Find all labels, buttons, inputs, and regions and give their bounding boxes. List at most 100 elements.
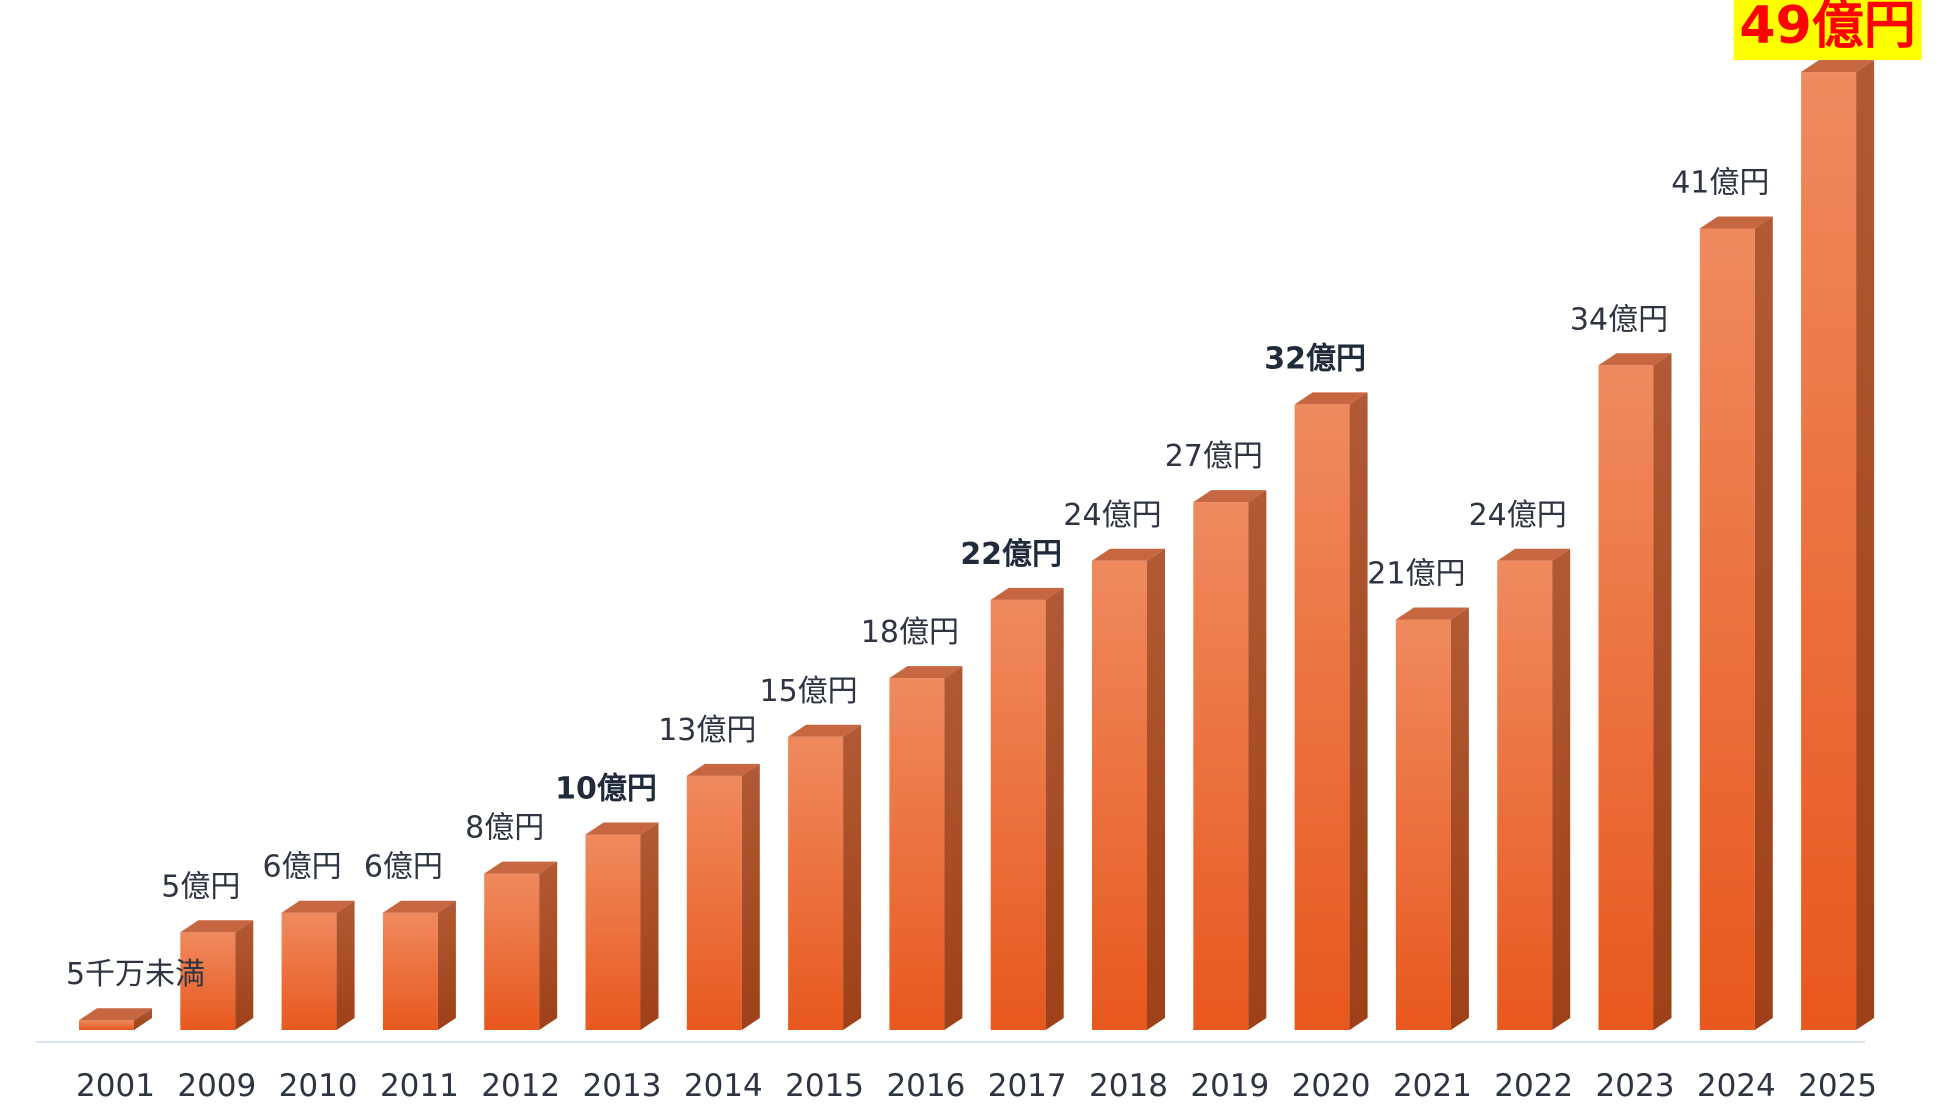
bar-front-2014: [686, 775, 742, 1030]
bar-front-2013: [585, 834, 641, 1030]
bar-top-2014: [686, 763, 760, 776]
bar-front-2015: [788, 736, 844, 1030]
bar-side-2001: [134, 1008, 152, 1030]
bar-front-2019: [1193, 502, 1249, 1030]
bar-2016: [889, 666, 963, 1030]
bar-top-2017: [990, 587, 1064, 600]
bar-2015: [788, 724, 862, 1030]
bar-side-2014: [741, 763, 760, 1030]
x-tick-label-2009: 2009: [177, 1068, 256, 1104]
bar-side-2024: [1754, 216, 1773, 1030]
data-label-2017: 22億円: [960, 537, 1062, 572]
data-label-2013: 10億円: [555, 772, 657, 807]
data-label-2016: 18億円: [861, 615, 959, 650]
x-tick-label-2022: 2022: [1494, 1068, 1573, 1104]
bar-2024: [1699, 216, 1773, 1030]
bar-side-2016: [944, 666, 963, 1030]
bar-2021: [1395, 607, 1469, 1030]
x-tick-label-2020: 2020: [1292, 1068, 1371, 1104]
bar-top-2019: [1193, 490, 1267, 503]
data-label-2018: 24億円: [1063, 498, 1161, 533]
bar-side-2012: [539, 861, 558, 1030]
bar-2017: [990, 587, 1064, 1030]
bar-front-2024: [1699, 228, 1755, 1030]
data-label-2010: 6億円: [263, 850, 342, 885]
bar-top-2010: [281, 900, 355, 913]
bar-front-2023: [1598, 365, 1654, 1030]
x-tick-label-2025: 2025: [1798, 1068, 1877, 1104]
bar-2011: [382, 900, 456, 1030]
bar-side-2009: [235, 920, 254, 1030]
data-label-2015: 15億円: [760, 674, 858, 709]
data-label-2009: 5億円: [161, 869, 240, 904]
bar-side-2021: [1450, 607, 1469, 1030]
x-tick-label-2017: 2017: [988, 1068, 1067, 1104]
bar-top-2020: [1294, 392, 1368, 405]
bar-2014: [686, 763, 760, 1030]
x-tick-label-2016: 2016: [886, 1068, 965, 1104]
x-tick-label-2001: 2001: [76, 1068, 155, 1104]
bar-top-2022: [1497, 548, 1571, 561]
bar-side-2013: [640, 822, 659, 1030]
bar-side-2018: [1147, 548, 1165, 1030]
x-tick-label-2018: 2018: [1089, 1068, 1168, 1104]
data-label-2019: 27億円: [1165, 439, 1263, 474]
bar-side-2023: [1653, 353, 1672, 1030]
bar-front-2010: [281, 912, 337, 1030]
data-label-2014: 13億円: [658, 713, 756, 748]
x-tick-label-2010: 2010: [279, 1068, 358, 1104]
bar-top-2001: [79, 1008, 152, 1021]
data-label-2025: 49億円: [1739, 0, 1915, 56]
x-tick-label-2023: 2023: [1596, 1068, 1675, 1104]
data-label-2011: 6億円: [364, 850, 443, 885]
data-label-2020: 32億円: [1264, 341, 1366, 376]
bar-front-2001: [79, 1020, 134, 1030]
bar-top-2016: [889, 666, 963, 679]
x-tick-label-2014: 2014: [684, 1068, 763, 1104]
x-tick-label-2019: 2019: [1190, 1068, 1269, 1104]
bar-top-2015: [788, 724, 862, 737]
bar-front-2009: [180, 932, 236, 1030]
data-label-2023: 34億円: [1570, 302, 1668, 337]
bar-side-2022: [1552, 548, 1571, 1030]
bar-front-2016: [889, 678, 945, 1030]
bar-2025: [1801, 60, 1875, 1031]
data-label-2001: 5千万未満: [66, 957, 205, 992]
data-label-2024: 41億円: [1671, 165, 1769, 200]
data-label-2021: 21億円: [1367, 556, 1465, 591]
bar-2009: [180, 920, 254, 1030]
bar-top-2021: [1395, 607, 1469, 620]
bar-top-2023: [1598, 353, 1672, 366]
x-axis-tick-labels: 2001 2009 2010 2011 2012 2013 2014 2015 2016 2017…: [76, 1068, 1877, 1104]
x-tick-label-2011: 2011: [380, 1068, 459, 1104]
bar-top-2009: [180, 920, 254, 933]
bar-top-2024: [1699, 216, 1773, 229]
bar-side-2025: [1856, 60, 1875, 1031]
bar-2001: [79, 1008, 152, 1030]
bar-top-2013: [585, 822, 659, 835]
x-tick-label-2013: 2013: [583, 1068, 662, 1104]
bar-front-2012: [484, 873, 540, 1030]
bar-2010: [281, 900, 355, 1030]
bar-2012: [484, 861, 558, 1030]
bar-side-2010: [336, 900, 355, 1030]
x-tick-label-2015: 2015: [785, 1068, 864, 1104]
bar-top-2018: [1092, 548, 1165, 561]
bar-2020: [1294, 392, 1368, 1030]
bar-2023: [1598, 353, 1672, 1030]
bar-front-2018: [1092, 560, 1147, 1030]
bar-top-2025: [1801, 60, 1875, 73]
bar-side-2019: [1248, 490, 1267, 1030]
bar-top-2011: [382, 900, 456, 913]
data-label-2022: 24億円: [1469, 498, 1567, 533]
bar-2018: [1092, 548, 1165, 1030]
bar-side-2011: [437, 900, 456, 1030]
highlight-label-background: [1733, 0, 1922, 61]
bar-side-2015: [843, 724, 862, 1030]
x-tick-label-2024: 2024: [1697, 1068, 1776, 1104]
bar-front-2020: [1294, 404, 1350, 1030]
bar-2019: [1193, 490, 1267, 1030]
bar-front-2025: [1801, 72, 1857, 1031]
